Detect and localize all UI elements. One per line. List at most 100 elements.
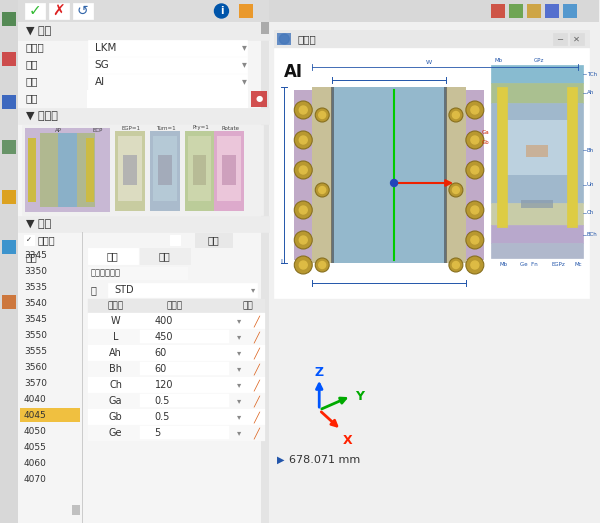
Text: 0.5: 0.5 (155, 396, 170, 406)
Circle shape (315, 183, 329, 197)
Text: ▾: ▾ (237, 348, 242, 358)
Text: ●: ● (256, 95, 263, 104)
Text: ▶: ▶ (277, 455, 284, 465)
Text: L: L (280, 259, 284, 265)
Bar (2, 295, 16, 309)
Bar (20, 408, 80, 422)
Bar (88, 313, 265, 329)
Text: W: W (426, 61, 432, 65)
Bar (88, 361, 265, 377)
Text: ✕: ✕ (573, 35, 580, 43)
Bar (262, 22, 269, 523)
Text: 3550: 3550 (24, 331, 47, 339)
Bar (40, 133, 95, 207)
Circle shape (319, 262, 326, 268)
Text: AI: AI (284, 63, 304, 81)
Text: 常用: 常用 (107, 251, 119, 261)
Bar (88, 91, 247, 107)
Bar (569, 33, 584, 45)
Text: ─: ─ (557, 35, 562, 43)
Bar (86, 138, 94, 202)
Bar (491, 243, 583, 258)
Circle shape (466, 131, 484, 149)
Text: 60: 60 (155, 364, 167, 374)
Text: 供应商: 供应商 (26, 42, 44, 52)
Circle shape (471, 206, 479, 214)
Bar (491, 225, 583, 243)
Bar (2, 240, 16, 254)
Circle shape (294, 201, 312, 219)
Text: GPz: GPz (533, 59, 544, 63)
Text: Gb: Gb (109, 412, 122, 422)
Text: Turn=1: Turn=1 (156, 126, 175, 131)
Bar (491, 4, 505, 18)
Text: ▼ 参数: ▼ 参数 (26, 219, 51, 229)
Text: ▾: ▾ (237, 365, 242, 373)
Bar (40, 133, 58, 207)
Text: Ch: Ch (109, 380, 122, 390)
Circle shape (466, 231, 484, 249)
Text: Ge: Ge (109, 428, 122, 438)
Text: ╱: ╱ (253, 395, 259, 407)
Bar (28, 138, 36, 202)
Bar (25, 3, 45, 19)
Text: ╱: ╱ (253, 411, 259, 423)
Bar (140, 378, 229, 391)
Bar (2, 95, 16, 109)
Text: Uh: Uh (587, 183, 594, 188)
Bar (193, 155, 206, 185)
Circle shape (315, 258, 329, 272)
Bar (521, 200, 553, 208)
Bar (274, 30, 589, 48)
Circle shape (294, 101, 312, 119)
Bar (88, 393, 265, 409)
Bar (77, 133, 95, 207)
Text: Ga: Ga (109, 396, 122, 406)
Text: 参数名: 参数名 (107, 301, 124, 311)
Bar (503, 120, 571, 175)
Text: 400: 400 (155, 316, 173, 326)
Circle shape (315, 108, 329, 122)
Text: ▾: ▾ (242, 42, 247, 52)
Text: ▾: ▾ (242, 59, 247, 69)
Bar (509, 4, 523, 18)
Text: Ge  Fn: Ge Fn (520, 263, 538, 267)
Text: TCh: TCh (587, 72, 597, 76)
Bar (185, 131, 214, 211)
Bar (239, 4, 253, 18)
Bar (170, 235, 179, 245)
Bar (491, 65, 583, 83)
Bar (140, 362, 229, 375)
Text: ▾: ▾ (237, 413, 242, 422)
Text: 678.071 mm: 678.071 mm (289, 455, 361, 465)
Text: 基准: 基准 (26, 93, 38, 103)
Text: 4045: 4045 (24, 411, 47, 419)
Bar (88, 299, 265, 313)
Text: ╱: ╱ (253, 379, 259, 391)
Circle shape (299, 136, 307, 144)
Bar (82, 232, 83, 523)
Bar (444, 87, 447, 263)
Text: Ch: Ch (587, 210, 594, 215)
Text: Bh: Bh (587, 147, 594, 153)
Bar (88, 267, 188, 280)
Circle shape (452, 262, 460, 268)
Text: 450: 450 (155, 332, 173, 342)
Text: Ah: Ah (587, 90, 594, 96)
Bar (88, 377, 265, 393)
Text: Ga: Ga (482, 131, 490, 135)
Bar (140, 314, 229, 327)
Bar (223, 155, 236, 185)
Bar (18, 108, 269, 124)
Circle shape (452, 187, 460, 194)
Circle shape (449, 108, 463, 122)
Text: Y: Y (355, 390, 364, 403)
Bar (294, 90, 316, 260)
Circle shape (294, 161, 312, 179)
Circle shape (299, 106, 307, 114)
Circle shape (466, 201, 484, 219)
Text: 4055: 4055 (24, 442, 47, 451)
Bar (491, 203, 583, 225)
Bar (123, 155, 137, 185)
Text: AP: AP (55, 128, 62, 132)
